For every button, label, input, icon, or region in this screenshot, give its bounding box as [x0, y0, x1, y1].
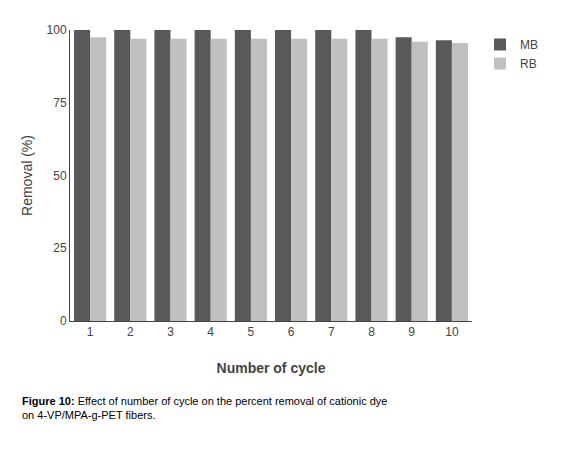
svg-text:RB: RB [520, 57, 537, 71]
svg-text:7: 7 [328, 325, 335, 339]
svg-text:1: 1 [87, 325, 94, 339]
svg-text:6: 6 [288, 325, 295, 339]
svg-text:Number of cycle: Number of cycle [217, 360, 326, 376]
svg-text:75: 75 [53, 96, 67, 110]
svg-text:10: 10 [445, 325, 459, 339]
svg-text:3: 3 [167, 325, 174, 339]
svg-text:2: 2 [127, 325, 134, 339]
svg-text:Removal (%): Removal (%) [19, 135, 35, 216]
svg-text:50: 50 [53, 169, 67, 183]
svg-text:Figure 10: Effect of number of: Figure 10: Effect of number of cycle on … [22, 395, 387, 421]
svg-text:4: 4 [207, 325, 214, 339]
svg-text:9: 9 [408, 325, 415, 339]
svg-text:25: 25 [53, 241, 67, 255]
svg-text:MB: MB [520, 38, 538, 52]
svg-text:5: 5 [248, 325, 255, 339]
svg-text:8: 8 [368, 325, 375, 339]
svg-text:0: 0 [60, 314, 67, 328]
svg-text:100: 100 [47, 23, 67, 37]
